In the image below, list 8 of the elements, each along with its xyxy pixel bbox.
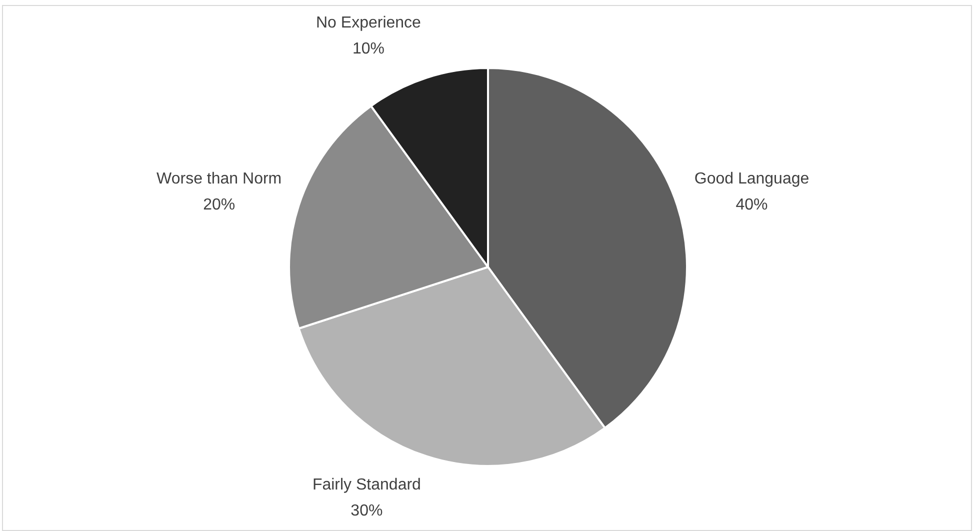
- data-label: 10%: [352, 40, 384, 58]
- slice-label: No Experience: [316, 14, 422, 32]
- slice-label: Good Language: [694, 170, 810, 188]
- data-label: 30%: [350, 502, 383, 520]
- slice-label: Fairly Standard: [312, 476, 421, 494]
- slice-label: Worse than Norm: [156, 170, 282, 188]
- data-label: 40%: [736, 196, 768, 214]
- data-label: 20%: [203, 196, 236, 214]
